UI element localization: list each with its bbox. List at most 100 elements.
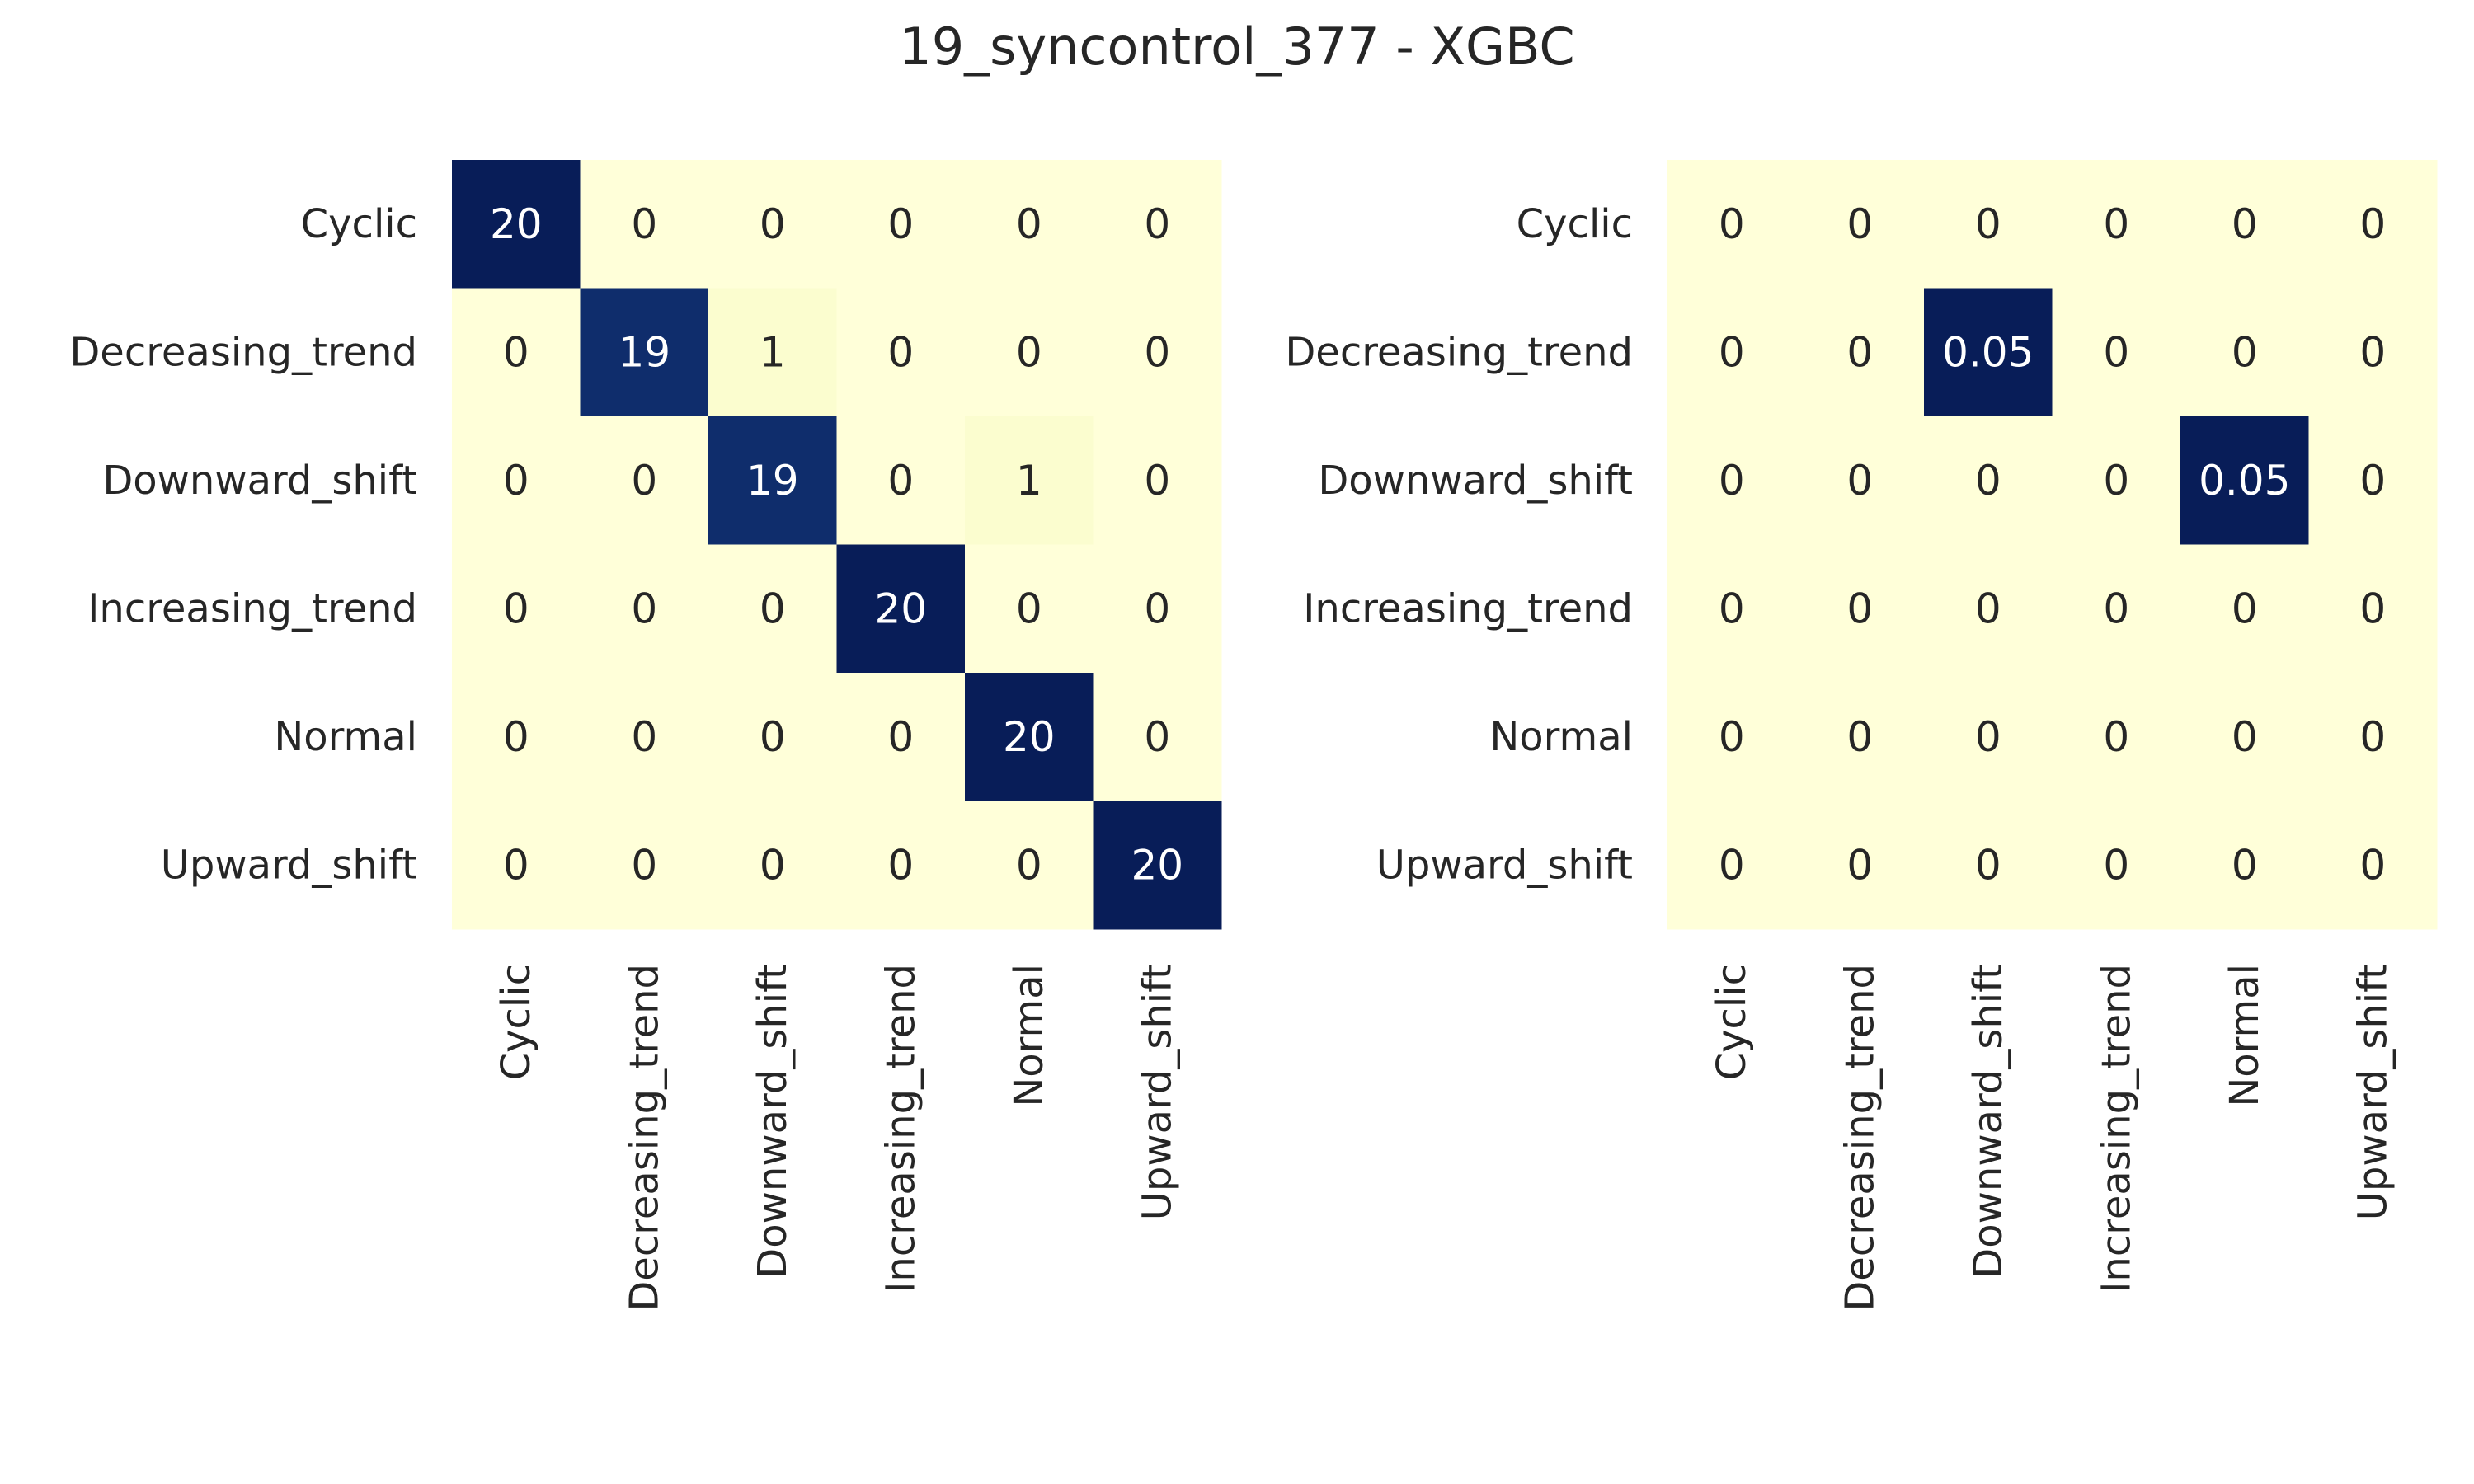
cell-value-label: 0 <box>2359 585 2386 632</box>
cell-value-label: 0.05 <box>2199 457 2290 505</box>
heatmap-cell <box>965 801 1094 930</box>
heatmap-cell <box>1093 544 1222 674</box>
cell-value-label: 0 <box>631 841 657 889</box>
heatmap-cell <box>836 160 966 289</box>
cell-value-label: 0 <box>2359 713 2386 761</box>
heatmap-cell <box>836 673 966 802</box>
cell-value-label: 1 <box>1016 457 1042 505</box>
cell-value-label: 0 <box>1016 200 1042 248</box>
cell-value-label: 0 <box>1975 585 2001 632</box>
heatmap-cell <box>1667 288 1797 417</box>
heatmap-cell <box>965 160 1094 289</box>
cell-value-label: 0 <box>2232 328 2258 376</box>
heatmap-cell <box>2052 673 2181 802</box>
y-tick-label: Cyclic <box>1517 201 1633 247</box>
cell-value-label: 0 <box>503 457 529 505</box>
cell-value-label: 0 <box>631 713 657 761</box>
heatmap-panel-1: 20 0 0 0 0 0 0 19 1 0 0 0 0 0 19 0 1 0 0 0 0 20 0 0 0 0 0 0 20 0 0 0 0 0 0… <box>69 160 1222 1312</box>
heatmap-cell <box>2308 673 2438 802</box>
cell-value-label: 0 <box>2232 841 2258 889</box>
x-tick-label: Cyclic <box>493 964 539 1080</box>
cell-value-label: 0 <box>1719 585 1745 632</box>
cell-value-label: 0 <box>1719 713 1745 761</box>
heatmap-cell <box>1667 416 1797 546</box>
heatmap-cell <box>1795 673 1925 802</box>
heatmap-cell <box>1924 801 2053 930</box>
heatmap-cell <box>452 544 581 674</box>
heatmap-cell <box>965 673 1094 802</box>
y-tick-label: Normal <box>1489 714 1633 760</box>
heatmap-cell <box>1667 801 1797 930</box>
figure-title: 19_syncontrol_377 - XGBC <box>899 16 1575 77</box>
heatmap-cell <box>580 416 709 546</box>
x-tick-label: Decreasing_trend <box>621 964 667 1312</box>
x-tick-label: Increasing_trend <box>2093 964 2139 1294</box>
cell-value-label: 0 <box>1144 200 1170 248</box>
heatmap-cell <box>1667 544 1797 674</box>
cell-value-label: 0 <box>1975 841 2001 889</box>
cell-value-label: 0 <box>2103 713 2129 761</box>
heatmap-cell <box>2052 288 2181 417</box>
cell-value-label: 19 <box>746 457 799 505</box>
cell-value-label: 0 <box>2359 457 2386 505</box>
heatmap-cell <box>1093 288 1222 417</box>
heatmap-cell <box>708 801 838 930</box>
heatmap-cell <box>580 673 709 802</box>
cell-value-label: 0 <box>1719 841 1745 889</box>
cell-value-label: 0 <box>1144 585 1170 632</box>
heatmap-cell <box>836 416 966 546</box>
heatmap-cell <box>965 288 1094 417</box>
heatmap-cell <box>1795 416 1925 546</box>
cell-value-label: 0 <box>1846 841 1873 889</box>
cell-value-label: 0 <box>887 457 914 505</box>
heatmap-cell <box>452 288 581 417</box>
heatmap-cell <box>836 288 966 417</box>
cell-value-label: 0 <box>1719 457 1745 505</box>
heatmap-cell <box>1924 673 2053 802</box>
cell-value-label: 0 <box>631 200 657 248</box>
cell-value-label: 0 <box>1975 457 2001 505</box>
heatmap-cell <box>1924 416 2053 546</box>
cell-value-label: 0 <box>2103 585 2129 632</box>
cell-value-label: 0 <box>503 585 529 632</box>
cell-value-label: 0 <box>1846 200 1873 248</box>
heatmap-cell <box>1924 160 2053 289</box>
cell-value-label: 0 <box>1846 328 1873 376</box>
x-tick-label: Increasing_trend <box>877 964 924 1294</box>
cell-value-label: 0 <box>1975 713 2001 761</box>
cell-value-label: 0 <box>887 328 914 376</box>
cell-value-label: 20 <box>1131 841 1183 889</box>
cell-value-label: 0 <box>1144 713 1170 761</box>
cell-value-label: 0 <box>2103 841 2129 889</box>
cell-value-label: 20 <box>1003 713 1056 761</box>
cell-value-label: 0 <box>760 713 786 761</box>
x-tick-label: Downward_shift <box>750 964 796 1279</box>
cell-value-label: 0 <box>2359 328 2386 376</box>
y-tick-label: Upward_shift <box>1376 842 1633 888</box>
cell-value-label: 0 <box>2359 841 2386 889</box>
cell-value-label: 0 <box>2232 200 2258 248</box>
heatmap-cell <box>1093 160 1222 289</box>
cell-value-label: 0 <box>2232 713 2258 761</box>
cell-value-label: 19 <box>618 328 670 376</box>
heatmap-cell <box>580 544 709 674</box>
y-tick-label: Increasing_trend <box>1303 585 1633 632</box>
heatmap-cell <box>2180 288 2310 417</box>
cell-value-label: 0 <box>1719 200 1745 248</box>
heatmap-cell <box>452 416 581 546</box>
cell-value-label: 0 <box>1846 457 1873 505</box>
cell-value-label: 0 <box>2359 200 2386 248</box>
y-tick-label: Upward_shift <box>161 842 417 888</box>
heatmap-cell <box>965 416 1094 546</box>
heatmap-cell <box>2308 416 2438 546</box>
cell-value-label: 20 <box>874 585 927 632</box>
cell-value-label: 0 <box>887 713 914 761</box>
heatmap-panel-2: 0 0 0 0 0 0 0 0 0.05 0 0 0 0 0 0 0 0.05 0 0 0 0 0 0 0 0 0 0 0 0 0 0 0 0 0… <box>1285 160 2438 1312</box>
heatmap-cell <box>1667 673 1797 802</box>
heatmap-cell <box>1795 801 1925 930</box>
cell-value-label: 20 <box>490 200 543 248</box>
x-tick-label: Normal <box>2222 964 2268 1107</box>
x-tick-label: Downward_shift <box>1965 964 2011 1279</box>
